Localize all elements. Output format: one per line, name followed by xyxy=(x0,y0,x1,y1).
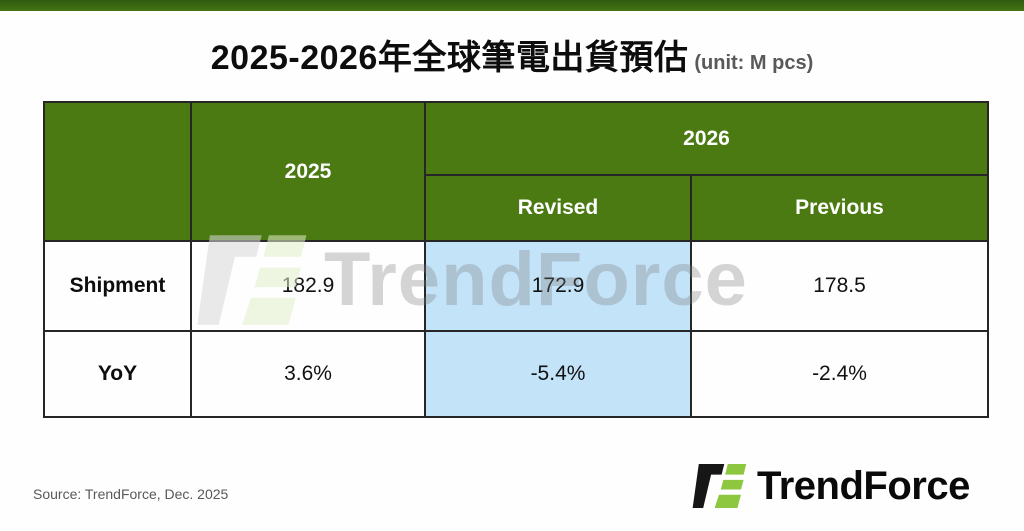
brand-wordmark: TrendForce xyxy=(757,464,970,508)
title-unit-label: (unit: M pcs) xyxy=(694,52,814,74)
header-row-scenarios: Revised Previous xyxy=(44,174,989,242)
shipment-2026-revised-value: 172.9 xyxy=(424,240,692,332)
table-row-yoy: YoY 3.6% -5.4% -2.4% xyxy=(43,330,989,418)
shipment-2026-previous-value: 178.5 xyxy=(690,240,989,332)
header-2025: 2025 xyxy=(190,101,426,242)
yoy-2026-revised-value: -5.4% xyxy=(424,330,692,418)
source-note: Source: TrendForce, Dec. 2025 xyxy=(33,486,229,502)
header-previous: Previous xyxy=(690,174,989,242)
top-accent-bar xyxy=(0,0,1024,11)
page-title: 2025-2026年全球筆電出貨預估 (unit: M pcs) xyxy=(0,30,1024,79)
corner-cell xyxy=(43,101,192,242)
yoy-2026-previous-value: -2.4% xyxy=(690,330,989,418)
yoy-2025-value: 3.6% xyxy=(190,330,426,418)
header-revised: Revised xyxy=(424,174,692,242)
row-label-shipment: Shipment xyxy=(43,240,192,332)
table-row-shipment: Shipment 182.9 172.9 178.5 xyxy=(43,240,989,332)
header-2026: 2026 xyxy=(424,101,989,176)
trendforce-logo: TrendForce xyxy=(690,460,970,512)
forecast-table: 2025 2026 Revised Previous Shipment 182.… xyxy=(43,101,989,418)
title-text: 2025-2026年全球筆電出貨預估 xyxy=(210,39,689,77)
row-label-yoy: YoY xyxy=(43,330,192,418)
shipment-2025-value: 182.9 xyxy=(190,240,426,332)
trendforce-logo-icon xyxy=(692,464,747,508)
header-row-years: 2025 2026 xyxy=(43,101,989,242)
